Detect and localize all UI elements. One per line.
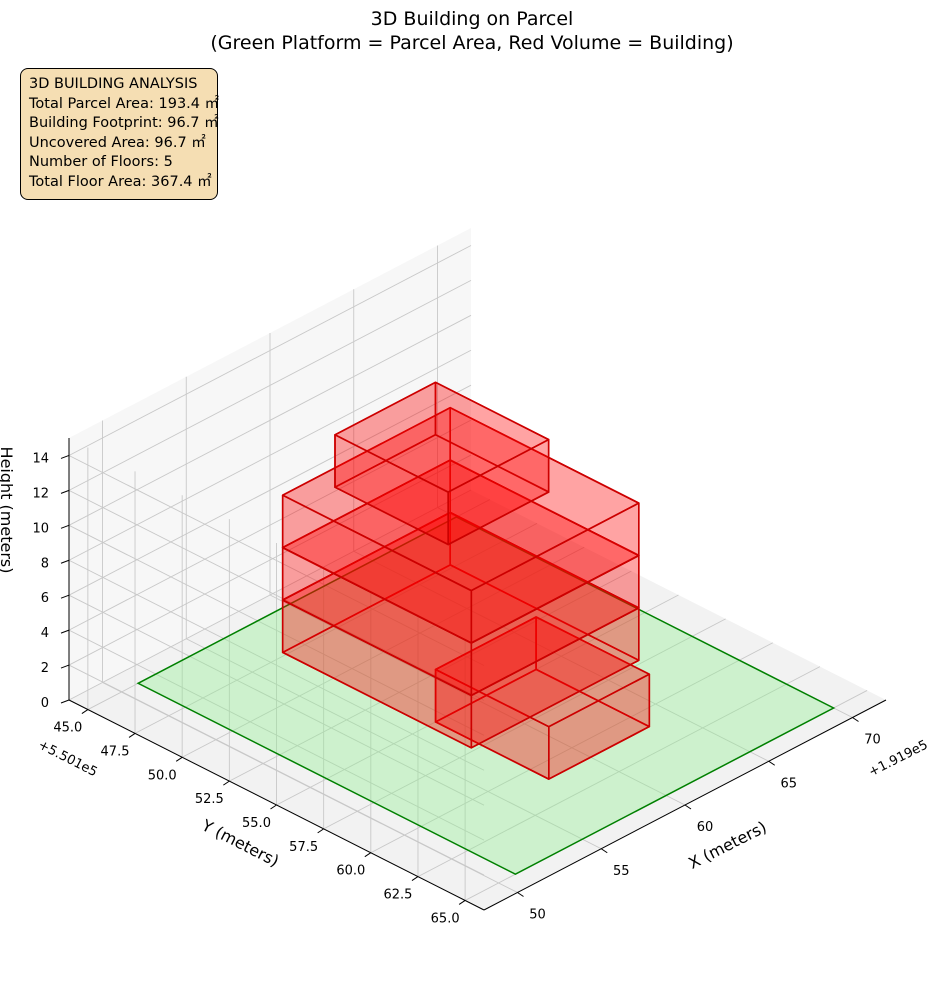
z-tick-label: 6: [41, 591, 49, 606]
grid-line: [68, 559, 485, 771]
grid-line: [68, 524, 485, 736]
grid-line: [68, 245, 472, 456]
grid-line: [68, 489, 485, 701]
y-tick-mark: [270, 804, 277, 810]
y-tick-label: 50.0: [148, 768, 177, 783]
grid-line: [68, 419, 472, 631]
y-offset-label: +5.501e5: [35, 738, 99, 781]
z-tick-mark: [60, 699, 70, 704]
floor-4-volume: [281, 406, 640, 644]
z-tick-label: 8: [41, 556, 49, 571]
y-tick-mark: [411, 876, 419, 882]
z-tick-mark: [60, 559, 70, 564]
floor-face: [434, 616, 651, 728]
floor-1-volume: [434, 616, 651, 780]
y-tick-mark: [364, 852, 372, 858]
grid-line: [68, 454, 472, 666]
x-tick-mark: [517, 892, 524, 897]
info-number-of-floors: Number of Floors: 5: [29, 154, 173, 170]
axis-lines: [60, 438, 887, 911]
x-tick-label: 65: [780, 776, 797, 791]
grid-line: [68, 629, 485, 841]
x-tick-mark: [600, 848, 608, 854]
x-tick-mark: [852, 717, 859, 722]
x-tick-label: 60: [697, 820, 714, 835]
info-parcel-area: Total Parcel Area: 193.4 ㎡: [29, 95, 220, 112]
y-tick-label: 52.5: [195, 792, 224, 807]
z-tick-label: 10: [32, 521, 49, 536]
chart-marks: [136, 381, 836, 876]
grid-line: [134, 523, 538, 734]
z-tick-mark: [60, 489, 70, 494]
grid-line: [68, 455, 485, 666]
floor-face: [334, 381, 550, 493]
grid-line: [68, 280, 472, 491]
x-tick-mark: [768, 760, 776, 766]
grid-line: [68, 349, 472, 561]
z-tick-mark: [60, 524, 70, 529]
floor-5-volume: [334, 381, 550, 546]
y-tick-mark: [175, 756, 183, 762]
z-tick-mark: [60, 629, 70, 634]
grid-line: [229, 570, 632, 782]
y-tick-mark: [81, 709, 89, 714]
floor-2-volume: [281, 511, 640, 749]
z-tick-mark: [60, 664, 70, 669]
grid-line: [68, 489, 472, 701]
grid-line: [68, 314, 472, 526]
grid-line: [68, 594, 485, 806]
y-tick-mark: [458, 900, 466, 905]
y-tick-label: 60.0: [336, 864, 365, 879]
grid-line: [417, 666, 821, 877]
chart-title-line-1: 3D Building on Parcel: [371, 8, 574, 30]
info-uncovered-area: Uncovered Area: 96.7 ㎡: [29, 134, 206, 151]
z-tick-label: 0: [41, 696, 49, 711]
chart-title-line-2: (Green Platform = Parcel Area, Red Volum…: [210, 32, 733, 54]
z-tick-label: 4: [41, 626, 49, 641]
y-tick-label: 55.0: [242, 816, 271, 831]
y-tick-mark: [317, 828, 324, 834]
y-tick-label: 65.0: [431, 911, 460, 926]
y-tick-mark: [128, 732, 136, 738]
grid-line: [181, 546, 585, 758]
z-tick-label: 2: [41, 661, 49, 676]
grid-line: [370, 642, 774, 854]
grid-line: [323, 618, 726, 830]
info-building-footprint: Building Footprint: 96.7 ㎡: [29, 115, 219, 131]
y-tick-label: 57.5: [289, 840, 318, 855]
z-tick-label: 12: [32, 486, 49, 501]
analysis-info-box: 3D BUILDING ANALYSIS Total Parcel Area: …: [20, 68, 220, 200]
z-tick-mark: [60, 594, 70, 599]
grid-line: [68, 384, 472, 596]
y-tick-label: 62.5: [384, 888, 413, 903]
x-tick-label: 50: [529, 908, 546, 923]
y-tick-label: 45.0: [53, 721, 82, 736]
grid-line: [68, 664, 485, 876]
x-tick-label: 55: [613, 864, 630, 879]
x-tick-mark: [684, 804, 692, 810]
x-tick-label: 70: [864, 733, 881, 748]
info-box-title: 3D BUILDING ANALYSIS: [29, 76, 198, 92]
z-tick-label: 14: [32, 451, 49, 466]
y-tick-label: 47.5: [101, 744, 130, 759]
z-tick-mark: [60, 454, 70, 459]
tick-labels: 505560657045.047.550.052.555.057.560.062…: [32, 451, 880, 926]
y-tick-mark: [223, 780, 230, 786]
info-total-floor-area: Total Floor Area: 367.4 ㎡: [29, 173, 212, 190]
z-axis-label: Height (meters): [0, 447, 16, 574]
